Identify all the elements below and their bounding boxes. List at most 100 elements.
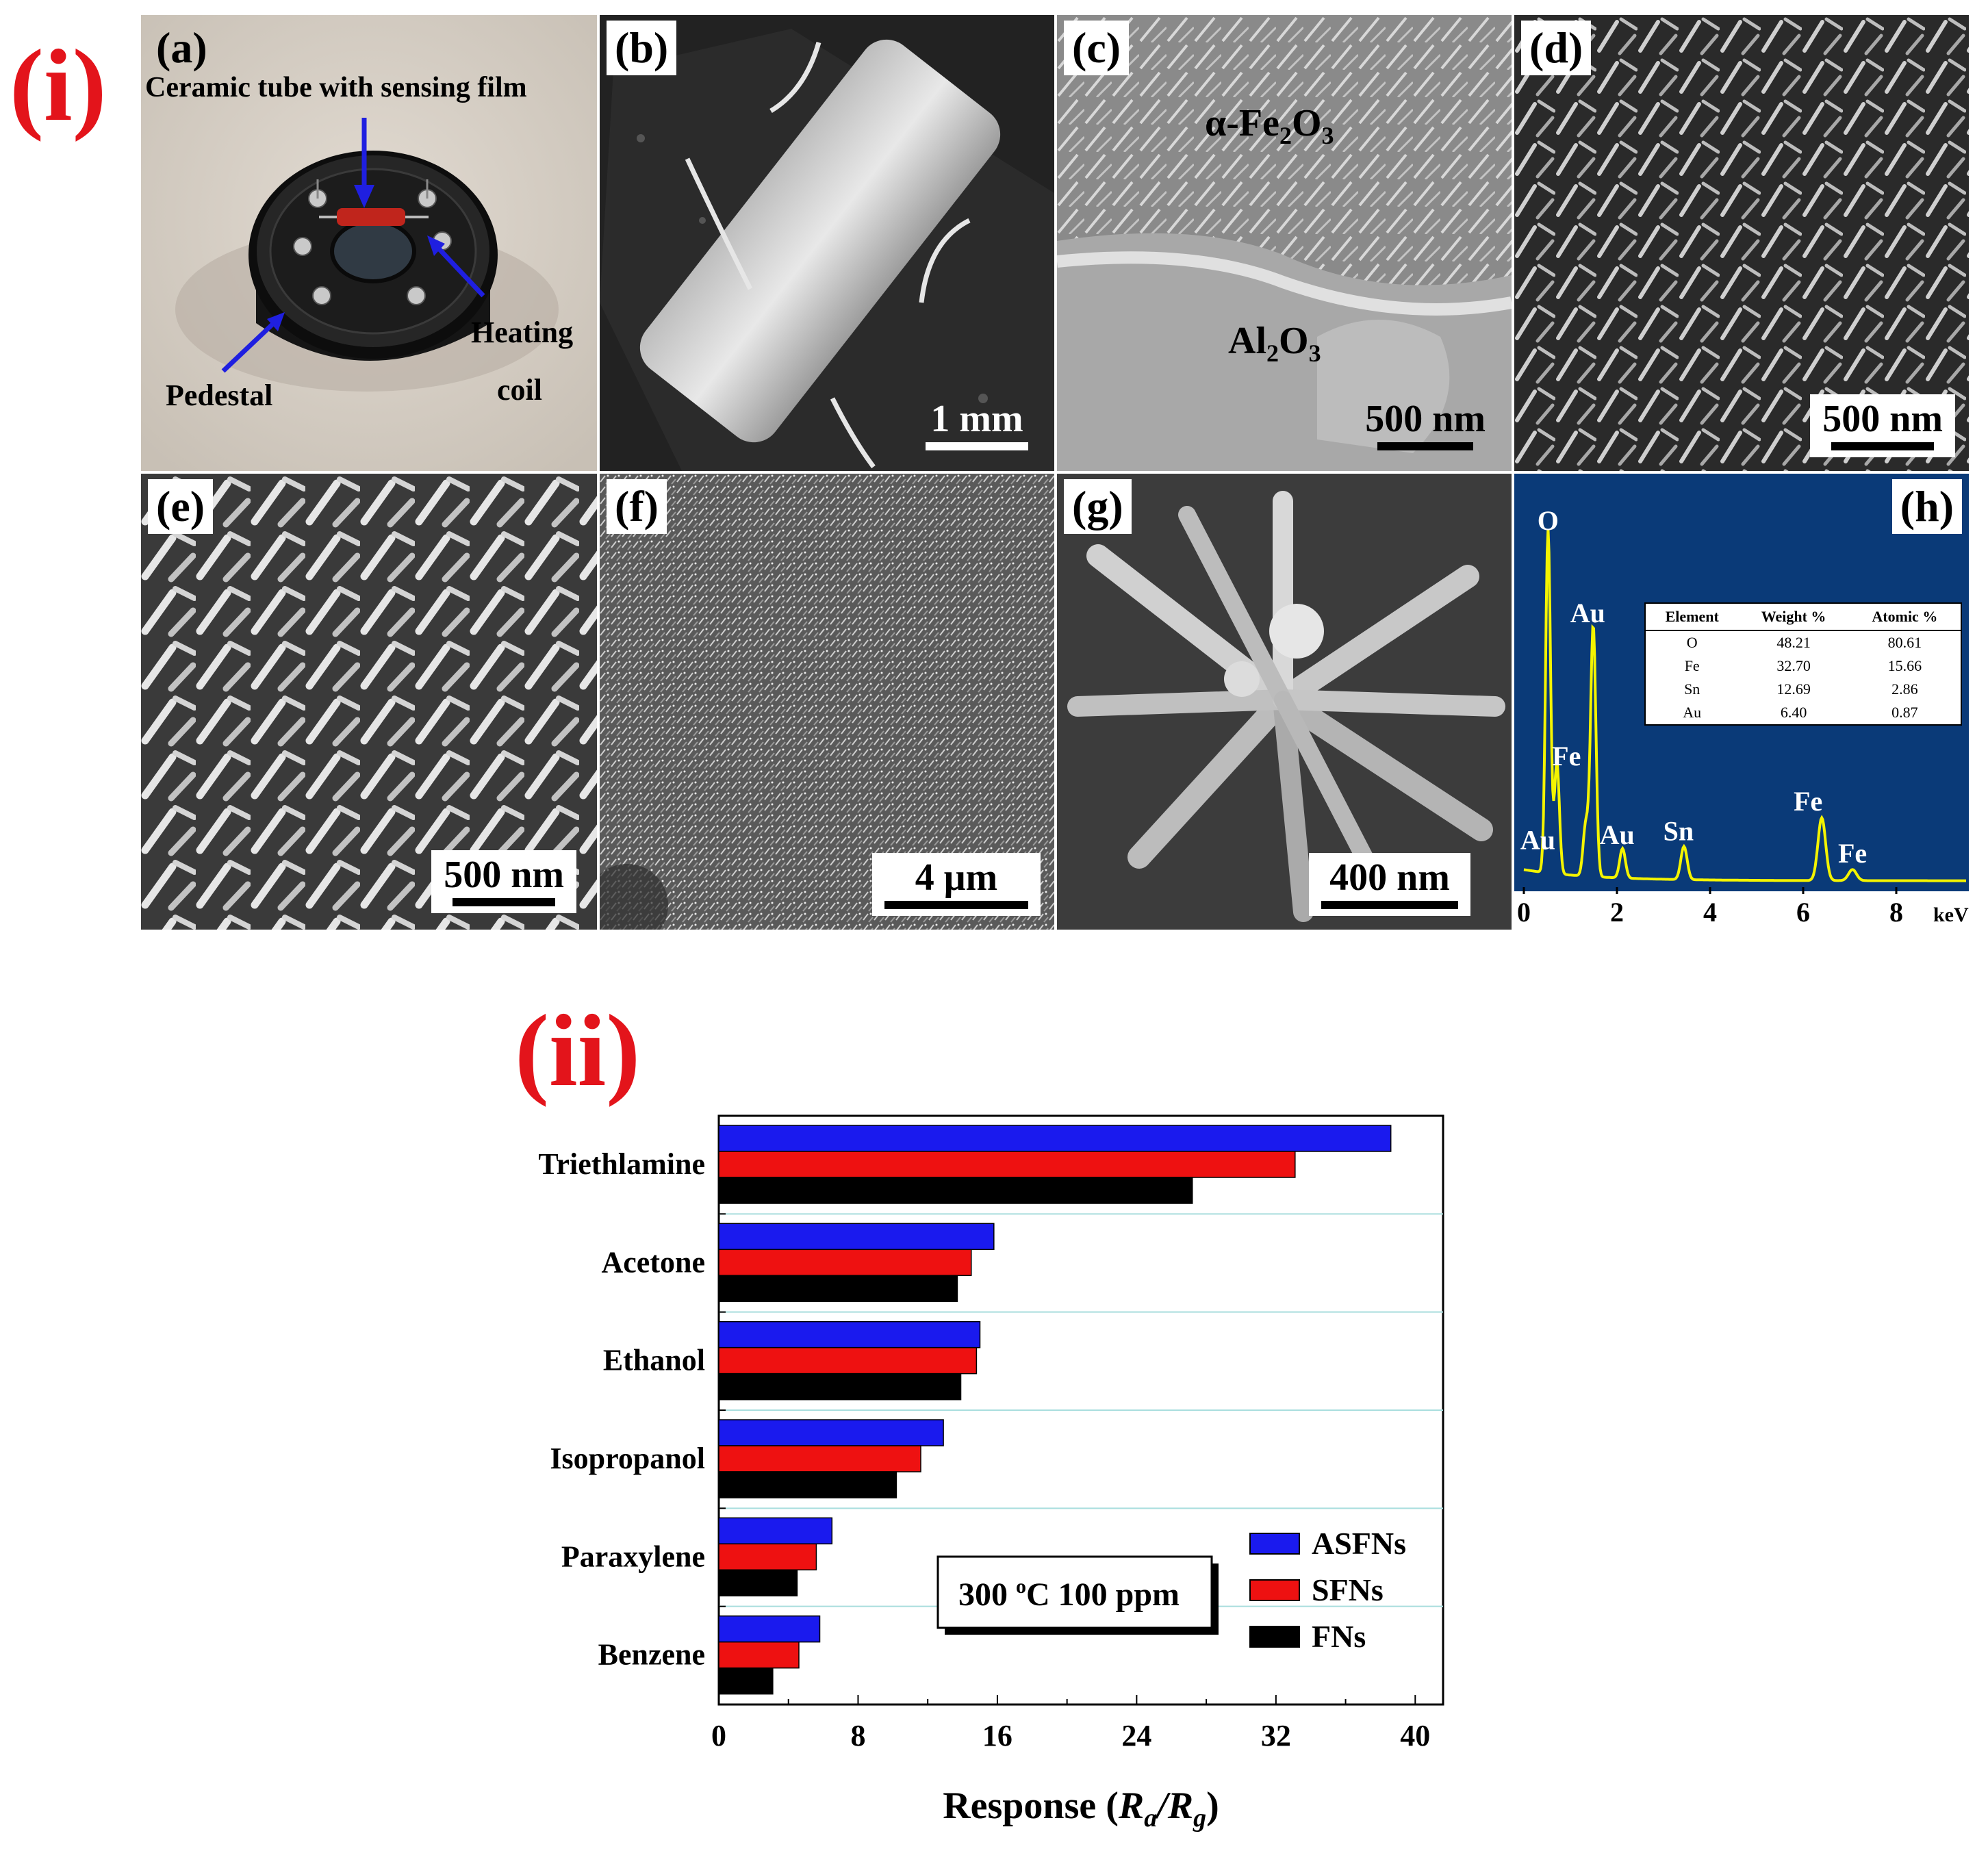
category-label: Paraxylene: [561, 1540, 705, 1573]
bar-asfns-ethanol: [718, 1320, 981, 1349]
bar-asfns-paraxylene: [718, 1517, 833, 1545]
legend-label: ASFNs: [1312, 1526, 1406, 1561]
category-label: Isopropanol: [550, 1442, 705, 1475]
eds-table-cell: 6.40: [1780, 704, 1807, 721]
panel-e-label: (e): [148, 479, 214, 534]
eds-peak-label: Au: [1520, 824, 1555, 855]
panel-a: (a) Ceramic tube with sensing film Heati…: [141, 15, 597, 471]
eds-table-cell: 0.87: [1891, 704, 1918, 721]
scalebar-line: [1321, 901, 1458, 909]
scalebar-text: 1 mm: [930, 398, 1023, 440]
panel-b-label: (b): [607, 21, 677, 75]
bar-asfns-acetone: [718, 1223, 995, 1251]
condition-annotation: 300 oC 100 ppm: [936, 1555, 1219, 1635]
panel-g-label: (g): [1064, 479, 1132, 534]
bar-fns-benzene: [718, 1667, 774, 1695]
eds-x-unit: keV: [1933, 904, 1969, 926]
eds-table-header: Weight %: [1761, 608, 1826, 625]
panel-g: (g) 400 nm: [1057, 474, 1512, 930]
legend-swatch: [1249, 1533, 1300, 1555]
panel-c: (c) α-Fe2O3 Al2O3 500 nm: [1057, 15, 1512, 471]
panel-f: (f) 4 μm: [600, 474, 1054, 930]
eds-table-cell: 12.69: [1776, 680, 1811, 698]
eds-table-cell: Au: [1683, 704, 1702, 721]
panel-e-scalebar: 500 nm: [431, 850, 576, 913]
scalebar-text: 500 nm: [1822, 398, 1943, 440]
x-axis-label: Response (Ra/Rg): [943, 1785, 1219, 1833]
panel-c-scalebar: 500 nm: [1353, 394, 1498, 457]
scalebar-line: [1831, 442, 1935, 450]
eds-peak-label: O: [1538, 505, 1559, 536]
heating-annotation: Heating: [471, 316, 574, 349]
eds-table-row: Fe 32.70 15.66: [1646, 654, 1961, 678]
eds-x-tick-label: 2: [1610, 897, 1624, 928]
eds-table-row: Au 6.40 0.87: [1646, 701, 1961, 724]
category-label: Triethlamine: [538, 1147, 705, 1181]
eds-x-tick-label: 0: [1517, 897, 1531, 928]
alpha-fe2o3-label: α-Fe2O3: [1205, 102, 1334, 150]
bar-fns-acetone: [718, 1275, 958, 1303]
bar-fns-ethanol: [718, 1373, 962, 1401]
scalebar-line: [926, 442, 1028, 450]
panel-g-scalebar: 400 nm: [1309, 853, 1470, 916]
scalebar-line: [884, 901, 1028, 909]
eds-peak-label: Fe: [1794, 786, 1822, 817]
panel-a-label: (a): [156, 23, 207, 72]
bar-sfns-benzene: [718, 1641, 800, 1669]
sem-tube-image: [600, 15, 1054, 471]
panel-d-label: (d): [1521, 21, 1592, 75]
bar-sfns-acetone: [718, 1249, 972, 1277]
bar-asfns-isopropanol: [718, 1419, 944, 1446]
eds-table-row: O 48.21 80.61: [1646, 630, 1961, 654]
bar-sfns-isopropanol: [718, 1445, 921, 1472]
eds-peak-label: Au: [1570, 598, 1605, 628]
panel-c-label: (c): [1064, 21, 1130, 75]
coil-annotation: coil: [497, 373, 542, 407]
chart-legend: ASFNs SFNs FNs: [1249, 1526, 1406, 1654]
eds-x-tick-label: 6: [1796, 897, 1810, 928]
legend-swatch: [1249, 1579, 1300, 1601]
eds-table-header: Element: [1665, 608, 1719, 625]
part-label-i: (i): [10, 29, 107, 142]
sem-closeup-image: [1057, 474, 1512, 930]
bar-fns-triethlamine: [718, 1177, 1193, 1204]
scalebar-line: [453, 898, 556, 906]
eds-table-cell: Fe: [1684, 657, 1700, 674]
eds-table-cell: 2.86: [1891, 680, 1918, 698]
eds-peak-label: Fe: [1552, 741, 1581, 771]
x-tick-label: 16: [982, 1719, 1012, 1752]
panel-h: O Fe Au Au Au Sn Fe Fe 0 2 4 6 8 keV (h) Element Wei…: [1514, 474, 1969, 930]
ceramic-tube-annotation: Ceramic tube with sensing film: [145, 72, 527, 103]
eds-x-tick-label: 4: [1703, 897, 1717, 928]
eds-table-header: Atomic %: [1872, 608, 1938, 625]
bar-sfns-ethanol: [718, 1346, 978, 1375]
x-tick-label: 8: [850, 1719, 865, 1752]
panel-b: (b) 1 mm: [600, 15, 1054, 471]
bar-fns-isopropanol: [718, 1471, 897, 1498]
panel-f-label: (f): [607, 479, 667, 534]
panel-b-scalebar: 1 mm: [913, 394, 1041, 457]
part-label-ii: (ii): [515, 994, 641, 1108]
al2o3-label: Al2O3: [1228, 320, 1321, 368]
response-bar-chart: Triethlamine Acetone Ethanol Isopropanol Par…: [538, 1114, 1444, 1833]
bar-asfns-benzene: [718, 1615, 821, 1643]
eds-peak-label: Au: [1600, 819, 1635, 850]
bar-asfns-triethlamine: [718, 1125, 1392, 1152]
eds-spectrum-line: [1523, 528, 1966, 882]
category-label: Acetone: [602, 1245, 706, 1279]
panel-d-scalebar: 500 nm: [1810, 394, 1955, 457]
bar-sfns-triethlamine: [718, 1151, 1296, 1178]
eds-x-tick-label: 8: [1889, 897, 1903, 928]
sensor-photo: [141, 15, 597, 471]
legend-label: SFNs: [1312, 1572, 1384, 1607]
category-label: Benzene: [598, 1638, 705, 1672]
eds-table-cell: 15.66: [1887, 657, 1922, 674]
eds-table-cell: 48.21: [1776, 634, 1811, 651]
legend-swatch: [1249, 1626, 1300, 1648]
pedestal-annotation: Pedestal: [166, 379, 273, 412]
eds-peak-label: Sn: [1664, 815, 1694, 846]
bar-sfns-paraxylene: [718, 1543, 817, 1571]
eds-table-cell: 32.70: [1776, 657, 1811, 674]
scalebar-text: 4 μm: [915, 856, 998, 899]
eds-table-row: Sn 12.69 2.86: [1646, 678, 1961, 701]
